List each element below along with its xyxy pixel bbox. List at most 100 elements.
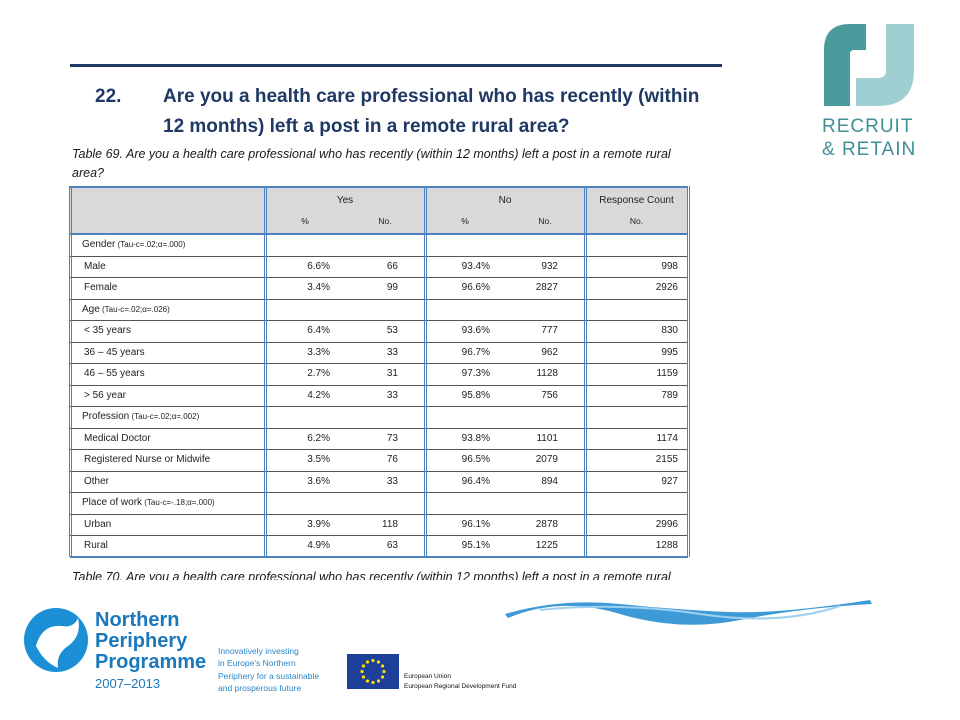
flag-star — [371, 680, 375, 685]
cell-value: 6.2% — [307, 432, 330, 444]
table-caption: Table 69. Are you a health care professi… — [72, 147, 671, 161]
sub-header: No. — [538, 216, 552, 226]
cell-value: 118 — [382, 518, 398, 530]
row-line — [70, 535, 688, 536]
cell-value: 95.8% — [461, 389, 490, 401]
cell-value: 31 — [386, 368, 398, 379]
row-label: Rural — [84, 540, 108, 551]
cell-value: 2996 — [655, 518, 678, 530]
flag-star — [361, 664, 366, 668]
section-stat: (Tau-c=.02;α=.000) — [115, 240, 186, 249]
col-line — [69, 186, 72, 557]
cell-value: 96.6% — [461, 282, 490, 293]
tagline: Periphery for a sustainable — [218, 671, 320, 681]
cell-value: 93.8% — [461, 432, 490, 444]
cell-value: 3.6% — [307, 475, 330, 487]
cell-value: 33 — [386, 475, 398, 487]
programme-name: Periphery — [95, 630, 188, 652]
cell-value: 93.4% — [461, 260, 490, 272]
programme-name: Programme — [95, 651, 207, 673]
row-line — [70, 449, 688, 450]
wave — [505, 600, 872, 625]
cell-value: 1288 — [655, 540, 678, 551]
cell-value: 73 — [386, 432, 398, 444]
programme-years: 2007–2013 — [95, 676, 161, 691]
eu-flag — [347, 654, 399, 689]
clip: Table 70. Are you a health care professi… — [0, 566, 960, 580]
npp-bird — [36, 618, 79, 668]
programme-name: Northern — [95, 609, 180, 631]
cell-value: 789 — [661, 389, 678, 401]
cell-value: 1225 — [535, 540, 558, 551]
cell-value: 830 — [661, 325, 678, 336]
section-label: Gender (Tau-c=.02;α=.000) — [82, 239, 186, 250]
question: 12 months) left a post in a remote rural… — [163, 116, 570, 137]
group-header: Yes — [336, 195, 354, 206]
flag-star — [361, 675, 366, 679]
row-line — [70, 513, 688, 515]
row-label: Medical Doctor — [84, 432, 151, 444]
cell-value: 96.4% — [461, 475, 490, 487]
row-line — [70, 320, 688, 321]
row-label: Other — [84, 475, 110, 487]
col-line — [584, 186, 587, 557]
tagline: in Europe's Northern — [218, 658, 296, 668]
logo-shape — [824, 24, 866, 106]
logo-text: & RETAIN — [822, 139, 917, 160]
row-line — [70, 341, 688, 343]
cell-value: 1174 — [656, 432, 678, 444]
cell-value: 6.6% — [307, 260, 330, 272]
row-label: Urban — [84, 518, 112, 530]
tagline: Innovatively investing — [218, 646, 299, 656]
col-line — [687, 186, 690, 557]
table-bottom — [70, 555, 688, 558]
row-line — [70, 277, 688, 278]
logo-text: RECRUIT — [822, 116, 914, 137]
cell-value: 3.3% — [307, 346, 330, 358]
col-line — [424, 186, 427, 557]
cell-value: 1101 — [536, 432, 558, 444]
logo-mark — [824, 24, 914, 106]
cell-value: 96.5% — [461, 454, 490, 465]
cell-value: 1159 — [656, 368, 678, 379]
cell-value: 6.4% — [307, 325, 330, 336]
cell-value: 4.9% — [307, 540, 330, 551]
header-bg — [70, 186, 688, 234]
npp-logo — [24, 608, 88, 672]
row-label: 46 – 55 years — [84, 368, 145, 379]
cell-value: 756 — [541, 389, 558, 401]
logo-shape — [856, 24, 914, 106]
cell-value: 3.4% — [307, 282, 330, 293]
row-label: Male — [84, 260, 106, 272]
row-label: < 35 years — [84, 325, 131, 336]
cell-value: 63 — [386, 540, 398, 551]
eu-text: European Regional Development Fund — [404, 683, 517, 690]
table-top — [70, 186, 688, 188]
row-line — [70, 427, 688, 429]
tagline: and prosperous future — [218, 683, 302, 693]
flag-star — [382, 669, 386, 674]
cell-value: 777 — [541, 325, 558, 336]
row-line — [70, 470, 688, 472]
cell-value: 96.7% — [461, 346, 490, 358]
cell-value: 927 — [661, 475, 678, 487]
cell-value: 2827 — [535, 282, 558, 293]
flag-star — [365, 679, 370, 683]
row-line — [70, 492, 688, 493]
row-line — [70, 298, 688, 300]
cell-value: 3.5% — [307, 454, 330, 465]
header-bottom — [70, 233, 688, 235]
section-label: Age (Tau-c=.02;α=.026) — [82, 303, 170, 315]
wave-line — [539, 605, 841, 620]
cell-value: 33 — [386, 346, 398, 358]
sub-header: No. — [378, 216, 392, 226]
row-line — [70, 363, 688, 364]
cell-value: 53 — [386, 325, 398, 336]
cell-value: 2926 — [655, 282, 678, 293]
cell-value: 97.3% — [461, 368, 490, 379]
header-rule — [70, 64, 722, 67]
row-label: Female — [84, 282, 118, 293]
cell-value: 99 — [386, 282, 398, 293]
question-number: 22. — [95, 86, 122, 107]
